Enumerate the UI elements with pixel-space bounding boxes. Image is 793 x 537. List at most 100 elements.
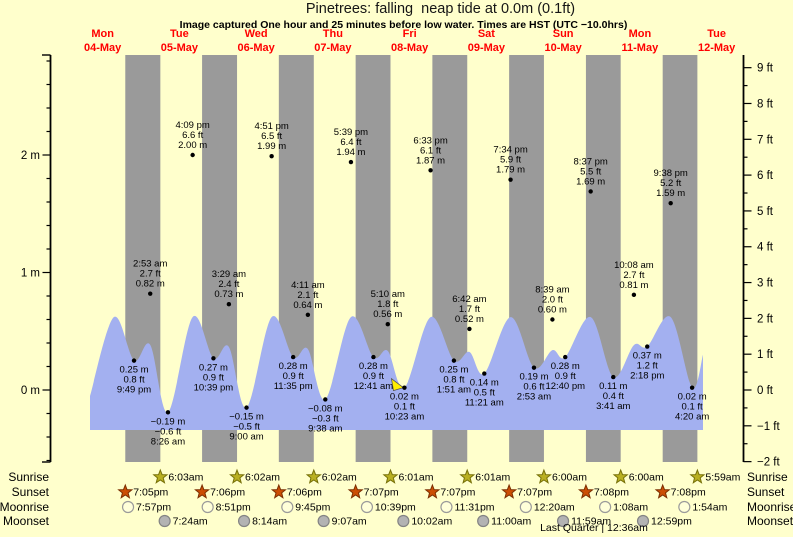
tide-event-label: 1.94 m bbox=[336, 147, 365, 158]
tide-point-dot bbox=[211, 356, 216, 361]
left-axis-label: 0 m bbox=[21, 385, 40, 397]
moonrise-circle-icon bbox=[599, 500, 612, 514]
sunrise-star-icon bbox=[535, 468, 552, 484]
tide-event-label: −0.5 ft bbox=[233, 422, 260, 433]
tide-event-label: 0.02 m bbox=[678, 392, 707, 403]
day-date-label: 05-May bbox=[161, 42, 199, 54]
tide-event-label: 0.25 m bbox=[119, 365, 148, 376]
astro-time-label: 7:08pm bbox=[594, 487, 629, 499]
tide-point-dot bbox=[668, 200, 673, 206]
tide-event-label: 10:23 am bbox=[385, 412, 425, 423]
sunrise-star-icon bbox=[382, 468, 399, 484]
astro-time-label: 11:31pm bbox=[454, 502, 494, 514]
astro-time-label: 6:01am bbox=[475, 472, 510, 484]
day-date-label: 12-May bbox=[698, 42, 736, 54]
astro-time-label: 6:02am bbox=[322, 472, 357, 484]
tide-event-label: 9:49 pm bbox=[117, 385, 151, 396]
tide-event-label: −0.19 m bbox=[151, 416, 186, 427]
day-weekday-label: Mon bbox=[629, 28, 652, 40]
tide-event-label: 0.1 ft bbox=[682, 402, 703, 413]
tide-point-dot bbox=[631, 292, 637, 298]
tide-event-label: 2.7 ft bbox=[623, 270, 644, 281]
tide-event-label: 1.59 m bbox=[656, 188, 685, 199]
tide-event-label: 0.28 m bbox=[551, 361, 580, 372]
tide-event-label: 1.69 m bbox=[576, 176, 605, 187]
day-weekday-label: Fri bbox=[403, 28, 417, 40]
tide-event-label: 8:39 am bbox=[535, 285, 569, 296]
tide-event-label: 4:11 am bbox=[291, 280, 325, 291]
tide-event-label: 2:53 am bbox=[133, 259, 167, 270]
moon-phase-footer: Last Quarter | 12:36am bbox=[540, 522, 648, 534]
tide-event-label: 0.4 ft bbox=[603, 391, 624, 402]
tide-point-dot bbox=[305, 312, 311, 317]
tide-event-label: 1.8 ft bbox=[377, 299, 398, 310]
tide-event-label: 2:18 pm bbox=[630, 371, 664, 382]
tide-event-label: 9:38 am bbox=[308, 423, 342, 434]
tide-event-label: 0.52 m bbox=[455, 314, 484, 325]
tide-event-label: 6.4 ft bbox=[340, 137, 361, 148]
sunrise-star-icon bbox=[459, 468, 476, 484]
tide-event-label: 0.28 m bbox=[279, 361, 308, 372]
tide-point-dot bbox=[531, 365, 537, 370]
astro-row-label-right: Moonset bbox=[747, 514, 793, 528]
tide-point-dot bbox=[563, 354, 568, 360]
tide-event-label: 0.81 m bbox=[619, 280, 648, 291]
moonset-circle-icon bbox=[158, 514, 171, 528]
day-weekday-label: Tue bbox=[707, 28, 726, 40]
astro-time-label: 11:59am bbox=[571, 516, 611, 528]
tide-event-label: 0.9 ft bbox=[283, 371, 304, 382]
tide-point-dot bbox=[323, 397, 328, 402]
tide-event-label: 4:20 am bbox=[675, 412, 709, 423]
tide-event-label: 0.8 ft bbox=[443, 375, 464, 386]
tide-point-dot bbox=[385, 322, 390, 327]
sunset-star-icon bbox=[117, 483, 134, 499]
moonrise-circle-icon bbox=[440, 500, 453, 514]
tide-point-dot bbox=[451, 358, 457, 363]
right-axis-label: 6 ft bbox=[757, 170, 774, 182]
sunrise-star-icon bbox=[152, 468, 169, 484]
sunrise-star-icon bbox=[229, 468, 246, 484]
astro-time-label: 9:07am bbox=[332, 516, 367, 528]
sunset-star-icon bbox=[194, 483, 211, 499]
astro-time-label: 7:08pm bbox=[671, 487, 706, 499]
astro-time-label: 6:00am bbox=[629, 472, 664, 484]
tide-point-dot bbox=[244, 405, 249, 410]
tide-event-label: 8:37 pm bbox=[574, 156, 608, 167]
astro-time-label: 6:03am bbox=[168, 472, 203, 484]
tide-point-dot bbox=[645, 344, 650, 349]
tide-event-label: 1:51 am bbox=[437, 385, 471, 396]
astro-time-label: 11:00am bbox=[491, 516, 531, 528]
day-weekday-label: Wed bbox=[245, 28, 268, 40]
tide-point-dot bbox=[290, 354, 296, 360]
day-weekday-label: Thu bbox=[323, 28, 343, 40]
astro-time-label: 6:02am bbox=[245, 472, 280, 484]
astro-time-label: 7:07pm bbox=[364, 487, 399, 499]
moonset-circle-icon bbox=[556, 514, 570, 528]
tide-event-label: 5:39 pm bbox=[334, 127, 368, 138]
sunset-star-icon bbox=[270, 483, 287, 499]
tide-event-label: 5.5 ft bbox=[580, 166, 601, 177]
tide-event-label: 12:41 am bbox=[354, 381, 394, 392]
astro-row-label-left: Moonset bbox=[3, 514, 50, 528]
tide-event-label: 9:00 am bbox=[229, 432, 263, 443]
tide-event-label: 0.1 ft bbox=[394, 402, 415, 413]
tide-event-label: 0.27 m bbox=[199, 362, 228, 373]
day-weekday-label: Mon bbox=[91, 28, 114, 40]
chart-subtitle: Image captured One hour and 25 minutes b… bbox=[179, 19, 628, 31]
tide-event-label: 9:38 pm bbox=[654, 168, 688, 179]
tide-point-dot bbox=[467, 326, 472, 332]
astro-time-label: 7:06pm bbox=[287, 487, 322, 499]
astro-time-label: 10:02am bbox=[411, 516, 452, 528]
tide-event-label: 0.6 ft bbox=[523, 382, 544, 393]
tide-event-label: 0.11 m bbox=[599, 381, 627, 392]
tide-event-label: 11:35 pm bbox=[274, 381, 313, 392]
moonset-circle-icon bbox=[397, 514, 410, 528]
sunset-star-icon bbox=[347, 483, 364, 499]
tide-point-dot bbox=[348, 159, 354, 165]
tide-event-label: 8:26 am bbox=[151, 436, 185, 447]
tide-event-label: −0.6 ft bbox=[155, 426, 182, 437]
tide-point-dot bbox=[611, 374, 616, 380]
astro-time-label: 7:57pm bbox=[136, 502, 171, 514]
tide-event-label: 10:39 pm bbox=[194, 382, 234, 393]
